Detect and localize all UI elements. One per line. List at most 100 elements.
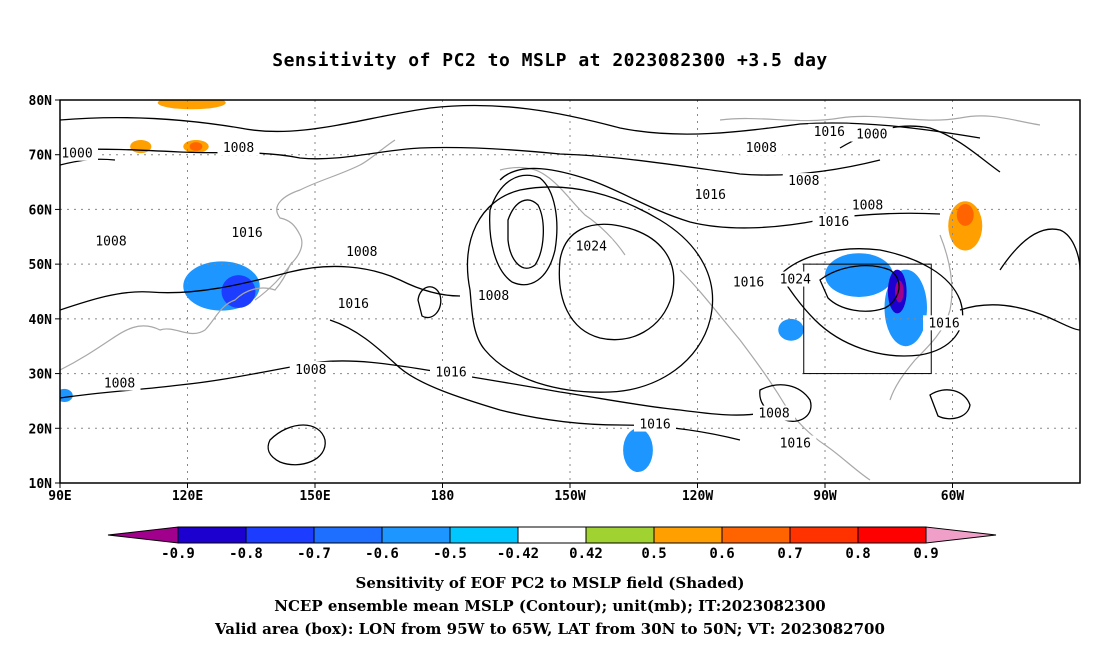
shaded-region <box>778 318 804 341</box>
contour-1008-east <box>999 228 1080 271</box>
colorbar-bin <box>517 526 587 544</box>
colorbar-bin <box>585 526 655 544</box>
contour-1016-high <box>466 186 714 393</box>
contour-label: 1008 <box>223 141 254 156</box>
contour-1008-trough <box>489 174 558 286</box>
contour-label-bg <box>727 274 770 290</box>
colorbar-label: 0.7 <box>777 546 802 562</box>
shaded-region <box>157 100 226 110</box>
contour-1008-south <box>60 360 771 416</box>
colorbar-label: -0.5 <box>433 546 467 562</box>
contour-label-bg <box>289 361 332 377</box>
contour-1008-north <box>60 146 881 176</box>
colorbar-label: -0.6 <box>365 546 399 562</box>
colorbar: -0.9 -0.8 -0.7 -0.6 -0.5 -0.42 0.42 0.5 0.6 0.7 0.… <box>107 526 997 562</box>
lat-label: 70N <box>29 149 53 164</box>
contour-label: 1016 <box>814 125 845 140</box>
contour-label-bg <box>217 140 260 156</box>
contour-small-low <box>417 286 442 319</box>
colorbar-bin <box>789 526 859 544</box>
colorbar-label: -0.42 <box>497 546 539 562</box>
contour-west-small <box>267 424 326 466</box>
coastlines <box>60 115 1041 481</box>
contour-label: 1016 <box>733 275 764 290</box>
contour-label: 1008 <box>478 289 509 304</box>
colorbar-bin <box>177 526 247 544</box>
contour-1016-mid <box>60 265 461 311</box>
contour-label: 1000 <box>856 128 887 143</box>
contour-label-bg <box>570 238 613 254</box>
shaded-region <box>221 275 256 308</box>
contour-label-bg <box>782 173 825 189</box>
colorbar-label: 0.6 <box>709 546 734 562</box>
coastline-alaska <box>499 166 626 256</box>
contour-label: 1008 <box>758 407 789 422</box>
contour-label-bg <box>98 375 141 391</box>
contour-label: 1008 <box>788 174 819 189</box>
caption-shading: Sensitivity of EOF PC2 to MSLP field (Sh… <box>355 574 745 592</box>
colorbar-bin <box>721 526 791 544</box>
lat-label: 60N <box>29 203 53 218</box>
lon-label: 90E <box>48 489 71 504</box>
map-title: Sensitivity of PC2 to MSLP at 2023082300… <box>272 50 828 71</box>
lon-label: 120W <box>682 489 713 504</box>
contour-label: 1016 <box>435 366 466 381</box>
lat-label: 80N <box>29 94 53 109</box>
contour-1016-ridge <box>499 167 941 229</box>
contour-label-bg <box>753 405 795 421</box>
contour-1000-low <box>507 199 544 269</box>
colorbar-bin <box>449 526 519 544</box>
lon-label: 120E <box>172 489 203 504</box>
contour-1016-north <box>60 104 981 139</box>
contour-labels: 1000 100810161008100010081016100810161008… <box>56 123 965 452</box>
coastline-east-us <box>889 234 953 401</box>
colorbar-arrow-left <box>107 526 179 544</box>
contour-label: 1024 <box>780 273 811 288</box>
coastline-japan <box>254 261 293 301</box>
contour-label-bg <box>332 296 375 312</box>
contour-label: 1016 <box>695 188 726 203</box>
shaded-region <box>623 428 653 473</box>
contour-label: 1008 <box>95 234 126 249</box>
contour-label-bg <box>812 214 855 230</box>
contour-label: 1016 <box>231 226 262 241</box>
contour-label: 1016 <box>928 316 959 331</box>
colorbar-bin <box>245 526 315 544</box>
contour-label-bg <box>90 233 132 249</box>
contour-1016-atlantic <box>819 265 900 312</box>
lat-label: 30N <box>29 368 53 383</box>
contour-label-bg <box>689 186 732 202</box>
contour-label: 1008 <box>295 363 326 378</box>
shaded-region <box>60 388 73 403</box>
contour-label: 1008 <box>746 141 777 156</box>
lon-label: 150E <box>299 489 330 504</box>
contour-label: 1008 <box>852 199 883 214</box>
colorbar-bin <box>857 526 927 544</box>
sensitivity-map: 1000 100810161008100010081016100810161008… <box>29 94 1081 562</box>
contour-label-bg <box>850 126 893 142</box>
contour-1016-east <box>959 304 1080 331</box>
coastline-arctic <box>719 115 1041 126</box>
shaded-region <box>825 253 893 297</box>
lat-label: 40N <box>29 313 53 328</box>
shaded-region <box>895 280 904 303</box>
contour-label: 1008 <box>104 377 135 392</box>
contour-label-bg <box>430 364 472 380</box>
contour-label: 1016 <box>818 215 849 230</box>
contour-label-bg <box>740 140 783 156</box>
colorbar-bin <box>653 526 723 544</box>
contour-label-bg <box>846 197 889 213</box>
colorbar-bin <box>381 526 451 544</box>
contour-label-bg <box>774 435 817 451</box>
lat-label: 20N <box>29 422 53 437</box>
colorbar-label: 0.5 <box>641 546 666 562</box>
contour-gulf-low <box>929 389 971 420</box>
colorbar-label: -0.9 <box>161 546 195 562</box>
contour-label-bg <box>226 225 268 241</box>
lat-label: 10N <box>29 477 53 492</box>
contour-label: 1008 <box>346 245 377 260</box>
colorbar-label: -0.8 <box>229 546 263 562</box>
colorbar-bin <box>313 526 383 544</box>
caption-valid-area: Valid area (box): LON from 95W to 65W, L… <box>215 620 885 638</box>
